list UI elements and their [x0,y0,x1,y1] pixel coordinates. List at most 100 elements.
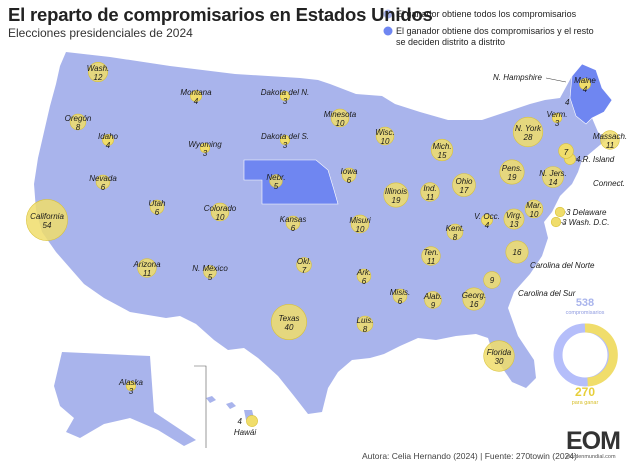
total-caption: compromisarios [566,310,605,316]
state-value-mar: 10 [530,210,539,219]
state-value-massach: 11 [606,141,614,150]
maine-shape [569,63,613,125]
bubble-kent [446,223,464,241]
bubble-misuri [350,214,370,234]
legend-swatch-all [383,9,393,19]
state-value-okl: 7 [302,266,307,275]
map-subtitle: Elecciones presidenciales de 2024 [8,26,193,40]
logo-mark: EOM [566,427,621,455]
state-value-verm: 3 [555,119,560,128]
state-value-pens: 19 [508,173,517,182]
needed-value: 270 [575,385,595,399]
needed-caption: para ganar [572,400,599,406]
bubble-misis [392,288,408,304]
state-value-wash: 12 [94,73,103,82]
bubble-arizona [137,258,157,278]
state-name-nevada: Nevada [89,174,117,183]
state-value-r-island: 4 [576,155,583,164]
state-value-n-york: 28 [523,133,533,142]
state-name-utah: Utah [149,199,166,208]
needed-arc [584,323,618,387]
state-value-ind: 11 [426,193,434,202]
state-name-n-york: N. York [515,124,542,133]
state-name-ohio: Ohio [456,177,473,186]
state-name-nebr: Nebr. [266,173,285,182]
bubble-wash [88,61,109,82]
bubble-v-occ [481,214,493,226]
state-value-delaware: 3 [566,208,573,217]
state-value-nevada: 6 [101,183,106,192]
state-name-florida: Florida [487,348,512,357]
state-value-colorado: 10 [216,213,225,222]
bubble-connect [558,143,574,159]
legend-item-winner-all: El ganador obtiene todos los compromisar… [383,9,576,20]
state-value-n-jers: 14 [549,178,558,187]
bubble-nebr [269,174,283,188]
bubble-wash-d-c [550,216,562,228]
bubble-nevada [95,174,111,190]
state-name-kent: Kent. [446,224,465,233]
bubble-florida [483,340,515,372]
state-value-carolina-del-norte: 16 [513,248,522,257]
bubble-utah [149,199,165,215]
state-value-wyoming: 3 [203,149,208,158]
state-name-carolina-del-sur: Carolina del Sur [518,289,576,298]
state-value-wisc: 10 [381,137,390,146]
bubble-alaska [125,380,137,392]
legend-text-district: El ganador obtiene dos compromisarios y … [396,26,594,47]
bubble-virg [503,208,525,230]
bubble-maine [579,78,591,90]
bubble-oregon [69,113,87,131]
state-value-hawai: 4 [238,417,243,426]
bubble-georg [462,287,486,311]
state-name-illinois: Illinois [385,187,407,196]
state-name-mich: Mich. [432,142,451,151]
state-name-pens: Pens. [502,164,522,173]
bubble-california [26,199,68,241]
state-name-virg: Virg. [506,211,522,220]
bubble-luis [356,315,374,333]
legend-swatch-district [383,26,393,36]
state-name-texas: Texas [278,314,299,323]
state-value-v-occ: 4 [485,221,490,230]
state-value-luis: 8 [363,325,368,334]
bubble-ohio [452,173,476,197]
state-name-massach: Massach. [593,132,627,141]
state-value-alab: 9 [431,301,436,310]
state-name-alaska: Alaska [118,378,144,387]
state-value-virg: 13 [510,220,519,229]
bubble-minesota [330,108,350,128]
bubble-idaho [102,134,114,146]
total-value: 538 [576,297,594,309]
state-value-arizona: 11 [143,269,151,278]
state-value-connect: 7 [564,148,569,157]
state-name-iowa: Iowa [341,167,358,176]
state-name-mar: Mar. [526,201,542,210]
bubble-massach [600,130,620,150]
state-value-dakota-del-s: 3 [283,141,288,150]
bubble-ind [420,182,440,202]
hawaii-shape [206,396,254,420]
state-value-ten: 11 [427,257,435,266]
state-value-carolina-del-sur: 9 [490,276,495,285]
legend-text-winner-all: El ganador obtiene todos los compromisar… [396,9,577,19]
state-value-maine: 4 [583,85,588,94]
state-name-delaware: Delaware [573,208,607,217]
bubble-okl [296,257,312,273]
state-name-hawai: Hawái [234,428,256,437]
bubble-carolina-del-norte [505,240,529,264]
state-value-montana: 4 [194,97,199,106]
bubble-wisc [375,126,395,146]
state-name-california: California [30,212,64,221]
state-name-wyoming: Wyoming [188,140,222,149]
state-name-misis: Misis. [390,288,410,297]
alaska-shape [54,352,196,446]
totals-ring: 538 compromisarios 270 para ganar [553,297,618,406]
state-value-florida: 30 [495,357,504,366]
state-value-california: 54 [43,221,52,230]
state-label-delaware: 3 Delaware [566,208,607,217]
state-name-carolina-del-norte: Carolina del Norte [530,261,595,270]
state-name-dakota-del-n: Dakota del N. [261,88,309,97]
bubble-mich [430,138,454,162]
state-name-v-occ: V. Occ. [474,212,500,221]
